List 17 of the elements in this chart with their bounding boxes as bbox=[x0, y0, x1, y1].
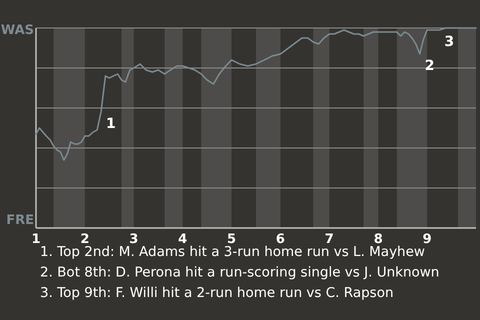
x-tick-label: 9 bbox=[422, 232, 432, 247]
text: FRE bbox=[6, 213, 34, 228]
x-tick-label: 2 bbox=[80, 232, 90, 247]
x-tick-label: 1 bbox=[31, 232, 41, 247]
text: 3. Top 9th: F. Willi hit a 2-run home run vs C. Rapson bbox=[40, 285, 394, 301]
x-tick-label: 5 bbox=[227, 232, 236, 247]
annotation: 1 bbox=[106, 116, 116, 132]
x-tick-label: 7 bbox=[324, 232, 334, 247]
x-tick-label: 3 bbox=[129, 232, 138, 247]
x-tick-label: 4 bbox=[178, 232, 188, 247]
annotation: 2 bbox=[424, 58, 435, 74]
text: 2. Bot 8th: D. Perona hit a run-scoring single vs J. Unknown bbox=[40, 264, 440, 280]
annotation: 3 bbox=[444, 34, 454, 50]
x-tick-label: 8 bbox=[374, 232, 383, 247]
text: 1. Top 2nd: M. Adams hit a 3-run home run vs L. Mayhew bbox=[40, 244, 425, 260]
text: WAS bbox=[0, 23, 34, 38]
x-tick-label: 6 bbox=[276, 232, 285, 247]
